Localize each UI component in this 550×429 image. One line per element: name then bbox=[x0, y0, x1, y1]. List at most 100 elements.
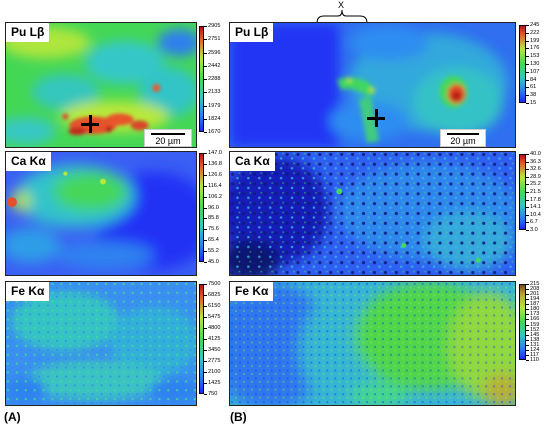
scale-bar-label: 20 µm bbox=[450, 136, 476, 146]
colorbar-ticks: 245 222 199 176 153 130 107 84 61 38 15 bbox=[525, 22, 550, 106]
region-brace-icon bbox=[316, 9, 368, 24]
colorbar-tick: 85.8 bbox=[204, 215, 219, 222]
colorbar-tick: 14.1 bbox=[526, 204, 541, 211]
colorbar-tick: 131 bbox=[525, 341, 540, 348]
colorbar-tick: 65.4 bbox=[204, 237, 219, 244]
colorbar-tick: 3450 bbox=[203, 347, 221, 353]
colorbar bbox=[519, 154, 526, 230]
colorbar-tick: 159 bbox=[525, 321, 540, 328]
colorbar-tick: 138 bbox=[525, 336, 540, 343]
colorbar-tick: 180 bbox=[525, 306, 540, 313]
colorbar-tick: 106.2 bbox=[204, 193, 222, 200]
colorbar-tick: 166 bbox=[525, 316, 540, 323]
ca-kalpha-map-b-image bbox=[230, 152, 515, 275]
element-label: Fe Kα bbox=[230, 282, 274, 301]
colorbar-tick: 1425 bbox=[203, 380, 221, 386]
colorbar-ticks: 147.0 136.8 126.6 116.4 106.2 96.0 85.8 … bbox=[204, 150, 232, 265]
colorbar-tick: 117 bbox=[526, 351, 539, 358]
colorbar-tick: 136.8 bbox=[204, 160, 222, 167]
colorbar-tick: 2288 bbox=[203, 76, 221, 82]
element-label: Ca Kα bbox=[230, 152, 275, 171]
panel-label-a: (A) bbox=[4, 410, 21, 424]
fe-kalpha-map-a: Fe Kα bbox=[5, 281, 197, 406]
colorbar-tick: 245 bbox=[525, 22, 540, 28]
colorbar-tick: 2905 bbox=[203, 23, 221, 29]
ca-kalpha-map-a-image bbox=[6, 152, 196, 275]
colorbar-tick: 3.0 bbox=[526, 227, 538, 233]
colorbar-tick: 32.6 bbox=[526, 166, 541, 173]
colorbar-ticks: 40.0 36.3 32.6 28.9 25.2 21.5 17.8 14.1 … bbox=[526, 151, 550, 233]
colorbar-tick: 28.9 bbox=[526, 173, 541, 180]
element-label: Fe Kα bbox=[6, 282, 50, 301]
fe-kalpha-map-b-image bbox=[230, 282, 515, 405]
colorbar-tick: 750 bbox=[203, 391, 218, 397]
colorbar-tick: 25.2 bbox=[526, 181, 541, 188]
colorbar-ticks: 7500 6825 6150 5475 4800 4125 3450 2775 … bbox=[203, 281, 232, 397]
colorbar-tick: 194 bbox=[525, 296, 540, 303]
colorbar-tick: 124 bbox=[525, 346, 540, 353]
pu-lbeta-map-b-image bbox=[230, 23, 515, 147]
colorbar bbox=[519, 284, 526, 360]
colorbar-tick: 40.0 bbox=[526, 151, 541, 157]
colorbar-tick: 6150 bbox=[203, 303, 221, 309]
colorbar-tick: 36.3 bbox=[526, 158, 541, 165]
scale-bar-line bbox=[151, 133, 185, 135]
colorbar-ticks: 2905 2751 2596 2442 2288 2133 1979 1824 … bbox=[203, 23, 232, 135]
colorbar-tick: 5475 bbox=[203, 314, 221, 320]
fe-kalpha-map-b: Fe Kα bbox=[229, 281, 516, 406]
colorbar-tick: 201 bbox=[525, 291, 540, 298]
colorbar-tick: 10.4 bbox=[526, 211, 541, 218]
colorbar bbox=[199, 26, 204, 132]
colorbar-tick: 15 bbox=[525, 100, 537, 106]
colorbar-tick: 96.0 bbox=[204, 204, 219, 211]
element-label: Pu Lβ bbox=[6, 23, 50, 42]
region-marker-label: X bbox=[338, 0, 345, 10]
colorbar-tick: 215 bbox=[525, 281, 540, 287]
colorbar-tick: 199 bbox=[525, 37, 540, 44]
colorbar-tick: 7500 bbox=[203, 281, 221, 287]
colorbar-tick: 176 bbox=[525, 45, 540, 52]
colorbar-tick: 107 bbox=[525, 68, 540, 75]
scale-bar: 20 µm bbox=[144, 129, 192, 147]
colorbar-tick: 110 bbox=[526, 357, 539, 363]
colorbar-tick: 116.4 bbox=[204, 182, 222, 189]
colorbar-tick: 84 bbox=[525, 76, 537, 83]
fe-kalpha-map-a-image bbox=[6, 282, 196, 405]
ca-kalpha-map-b: Ca Kα bbox=[229, 151, 516, 276]
colorbar-tick: 4125 bbox=[203, 336, 221, 342]
colorbar-tick: 2442 bbox=[203, 62, 221, 69]
pu-lbeta-map-a-image bbox=[6, 23, 196, 147]
colorbar bbox=[199, 284, 204, 394]
colorbar-tick: 75.6 bbox=[204, 226, 219, 233]
colorbar-tick: 6.7 bbox=[526, 219, 538, 226]
ca-kalpha-map-a: Ca Kα bbox=[5, 151, 197, 276]
colorbar bbox=[519, 25, 526, 103]
colorbar-tick: 2775 bbox=[203, 358, 221, 364]
colorbar-tick: 1670 bbox=[203, 129, 221, 135]
colorbar-tick: 4800 bbox=[203, 325, 221, 331]
colorbar-tick: 126.6 bbox=[204, 171, 222, 178]
colorbar-tick: 38 bbox=[525, 92, 537, 99]
colorbar-tick: 1824 bbox=[203, 115, 221, 122]
colorbar-tick: 6825 bbox=[203, 292, 221, 298]
colorbar-tick: 152 bbox=[525, 326, 540, 333]
colorbar-tick: 222 bbox=[525, 29, 540, 36]
colorbar-tick: 55.2 bbox=[204, 248, 219, 255]
colorbar-tick: 173 bbox=[525, 311, 540, 318]
pu-lbeta-map-a: Pu Lβ 20 µm bbox=[5, 22, 197, 148]
colorbar-tick: 45.0 bbox=[204, 259, 219, 265]
colorbar-tick: 187 bbox=[525, 301, 540, 308]
colorbar-tick: 153 bbox=[525, 53, 540, 60]
colorbar-tick: 130 bbox=[525, 61, 540, 67]
pu-lbeta-map-b: Pu Lβ 20 µm bbox=[229, 22, 516, 148]
panel-label-b: (B) bbox=[230, 410, 247, 424]
colorbar-tick: 21.5 bbox=[526, 189, 541, 195]
colorbar-tick: 61 bbox=[525, 84, 537, 91]
element-label: Pu Lβ bbox=[230, 23, 274, 42]
element-label: Ca Kα bbox=[6, 152, 51, 171]
colorbar-tick: 17.8 bbox=[526, 196, 541, 203]
colorbar-tick: 2596 bbox=[203, 49, 221, 56]
colorbar-tick: 1979 bbox=[203, 102, 221, 109]
crosshair-icon bbox=[367, 109, 385, 127]
colorbar-tick: 208 bbox=[525, 286, 540, 293]
